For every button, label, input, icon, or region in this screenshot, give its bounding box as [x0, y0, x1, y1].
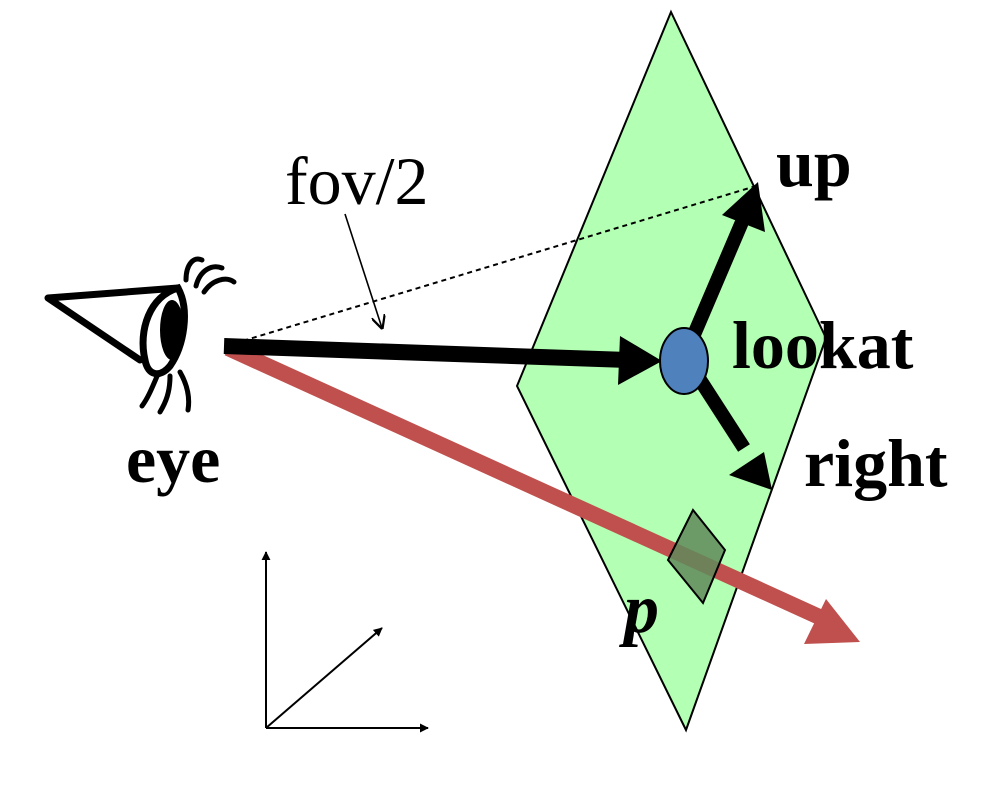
fov-pointer-arrow [344, 213, 382, 328]
lookat-point [659, 327, 709, 395]
label-right: right [804, 425, 948, 501]
right-arrow [689, 368, 772, 490]
axis-depth [265, 627, 383, 729]
view-direction-arrow [223, 336, 662, 385]
label-fov: fov/2 [285, 143, 429, 219]
label-p: p [619, 571, 659, 648]
fov-dashed-line [225, 185, 757, 347]
label-up: up [776, 125, 852, 201]
ray-arrow [224, 340, 860, 644]
coordinate-axes [261, 551, 429, 733]
pixel-square [666, 508, 727, 605]
label-eye: eye [126, 421, 220, 497]
eye-icon [44, 256, 237, 415]
up-arrow [683, 182, 765, 347]
label-lookat: lookat [732, 307, 914, 383]
